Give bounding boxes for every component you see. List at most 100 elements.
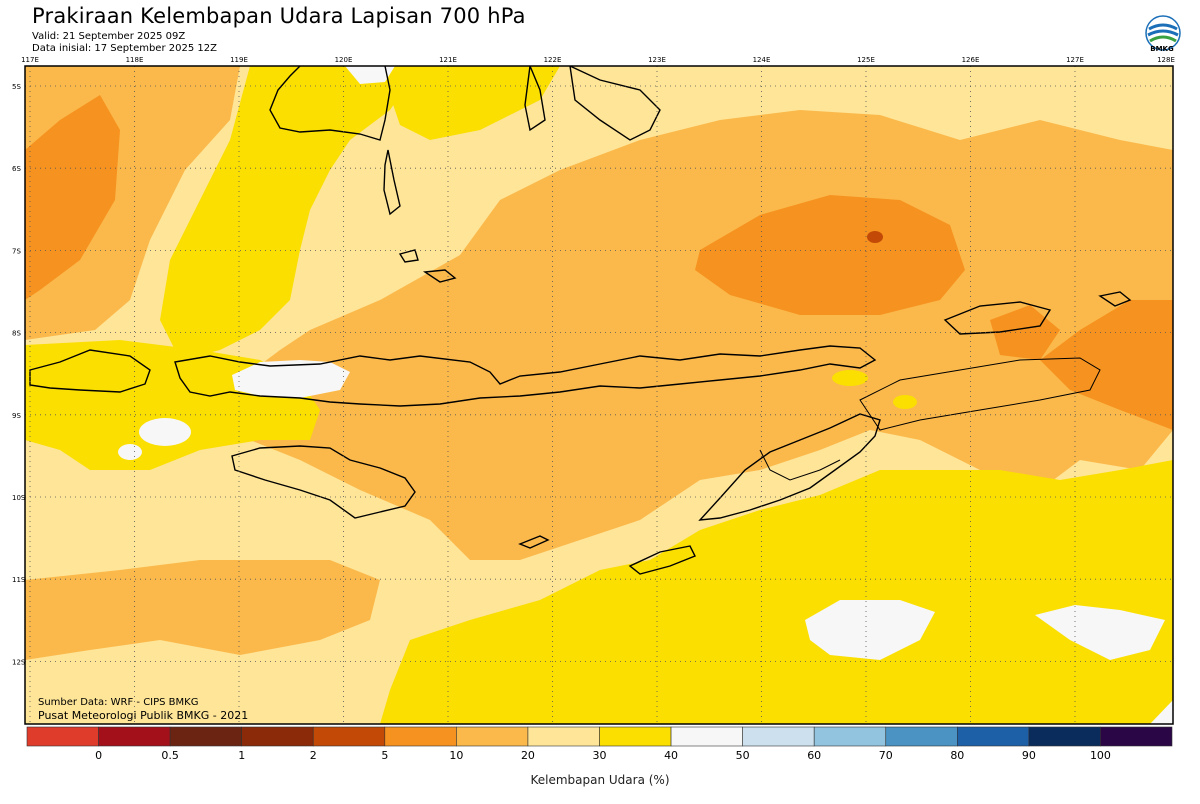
lon-label: 128E xyxy=(1157,56,1175,64)
lat-label: 11S xyxy=(12,576,26,584)
init-time: Data inisial: 17 September 2025 12Z xyxy=(32,43,217,54)
valid-time: Valid: 21 September 2025 09Z xyxy=(32,31,186,42)
colorbar-tick-label: 20 xyxy=(520,749,535,762)
field-40-50-south-b xyxy=(1035,605,1165,660)
field-30-40-west-corridor xyxy=(160,66,420,360)
field-40-50-south-a xyxy=(805,600,935,660)
field-30-40-south xyxy=(380,460,1173,724)
colorbar-segment xyxy=(813,726,887,747)
source-text: Sumber Data: WRF - CIPS BMKG xyxy=(38,697,199,708)
colorbar-tick-label: 80 xyxy=(950,749,965,762)
field-40-50-ne xyxy=(345,66,395,84)
colorbar-segment xyxy=(1028,726,1101,747)
lon-label: 117E xyxy=(21,56,39,64)
colorbar-segment xyxy=(1100,726,1173,747)
lon-label: 124E xyxy=(753,56,771,64)
colorbar-tick-label: 60 xyxy=(807,749,822,762)
colorbar-tick-label: 2 xyxy=(309,749,317,762)
coast-sulawesi xyxy=(269,66,391,141)
colorbar-tick-label: 50 xyxy=(735,749,750,762)
colorbar-tick-label: 10 xyxy=(449,749,464,762)
colorbar xyxy=(26,726,1173,747)
coast-sumba xyxy=(231,445,416,519)
boundaries xyxy=(759,357,1101,481)
logo-text: BMKG xyxy=(1150,45,1174,53)
field-2-5-core xyxy=(867,231,883,243)
coast-rote xyxy=(628,545,696,575)
bmkg-logo-icon xyxy=(1145,15,1181,51)
coastlines xyxy=(29,66,1132,575)
page-title: Prakiraan Kelembapan Udara Lapisan 700 h… xyxy=(32,4,526,28)
lon-label: 120E xyxy=(335,56,353,64)
colorbar-tick-label: 0 xyxy=(95,749,103,762)
coast-wetar xyxy=(943,301,1052,335)
coast-nusa-tenggara xyxy=(29,349,151,393)
lon-label: 121E xyxy=(439,56,457,64)
colorbar-title: Kelembapan Udara (%) xyxy=(530,773,670,787)
lat-label: 12S xyxy=(12,658,26,666)
coast-timor xyxy=(698,413,881,521)
field-5-10-east xyxy=(695,195,965,315)
lon-label: 118E xyxy=(126,56,144,64)
field-30-40-timor-2 xyxy=(893,395,917,409)
field-40-50-se xyxy=(1150,700,1173,724)
colorbar-segment xyxy=(885,726,958,747)
colorbar-tick-label: 100 xyxy=(1089,749,1111,762)
coast-muna xyxy=(569,66,661,141)
colorbar-segment xyxy=(98,726,171,747)
coast-sumbawa xyxy=(174,345,877,407)
lat-label: 8S xyxy=(12,330,21,338)
coast-savu xyxy=(518,535,550,549)
lat-label: 7S xyxy=(12,247,21,255)
lon-label: 126E xyxy=(962,56,980,64)
coast-buton xyxy=(524,66,546,132)
lat-label: 6S xyxy=(12,165,21,173)
colorbar-tick-label: 5 xyxy=(381,749,389,762)
colorbar-segment xyxy=(241,726,314,747)
colorbar-tick-label: 1 xyxy=(238,749,246,762)
lon-label: 127E xyxy=(1066,56,1084,64)
humidity-fields xyxy=(25,66,1173,724)
colorbar-segment xyxy=(26,726,99,747)
map-frame xyxy=(24,65,1174,725)
coast-east-islands xyxy=(1098,291,1132,307)
colorbar-segment xyxy=(742,726,815,747)
field-40-50-lombok xyxy=(232,360,350,398)
lon-label: 119E xyxy=(230,56,248,64)
colorbar-segment xyxy=(384,726,457,747)
lat-label: 9S xyxy=(12,412,21,420)
field-40-50-sw2 xyxy=(118,444,142,460)
colorbar-segment xyxy=(670,726,743,747)
colorbar-segment xyxy=(527,726,600,747)
colorbar-segment xyxy=(456,726,529,747)
lon-label: 123E xyxy=(648,56,666,64)
longitude-labels: 117E 118E 119E 120E 121E 122E 123E 124E 125E 126E… xyxy=(21,56,1175,64)
field-30-40-north xyxy=(380,66,560,140)
boundary-timor-inner xyxy=(759,449,841,481)
lon-label: 122E xyxy=(544,56,562,64)
field-5-10-west xyxy=(25,95,120,300)
colorbar-segment xyxy=(312,726,386,747)
colorbar-tick-label: 90 xyxy=(1021,749,1036,762)
coast-selayar xyxy=(383,149,401,216)
boundary-east xyxy=(859,357,1101,431)
colorbar-segment xyxy=(169,726,242,747)
colorbar-tick-label: 70 xyxy=(878,749,893,762)
field-40-50-sw xyxy=(139,418,191,446)
field-5-10-southeast xyxy=(1040,300,1173,430)
field-10-20-southwest xyxy=(25,560,380,660)
coast-flores-sea-islands xyxy=(398,249,457,283)
lon-label: 125E xyxy=(857,56,875,64)
colorbar-segment xyxy=(957,726,1030,747)
colorbar-tick-label: 40 xyxy=(664,749,679,762)
credit-text: Pusat Meteorologi Publik BMKG - 2021 xyxy=(38,709,249,722)
colorbar-tick-label: 30 xyxy=(592,749,607,762)
colorbar-tick-label: 0.5 xyxy=(161,749,179,762)
field-30-40-timor xyxy=(832,370,868,386)
lat-label: 5S xyxy=(12,83,21,91)
lat-label: 10S xyxy=(12,494,26,502)
latitude-labels: 5S 6S 7S 8S 9S 10S 11S 12S xyxy=(12,83,26,666)
colorbar-segment xyxy=(599,726,672,747)
